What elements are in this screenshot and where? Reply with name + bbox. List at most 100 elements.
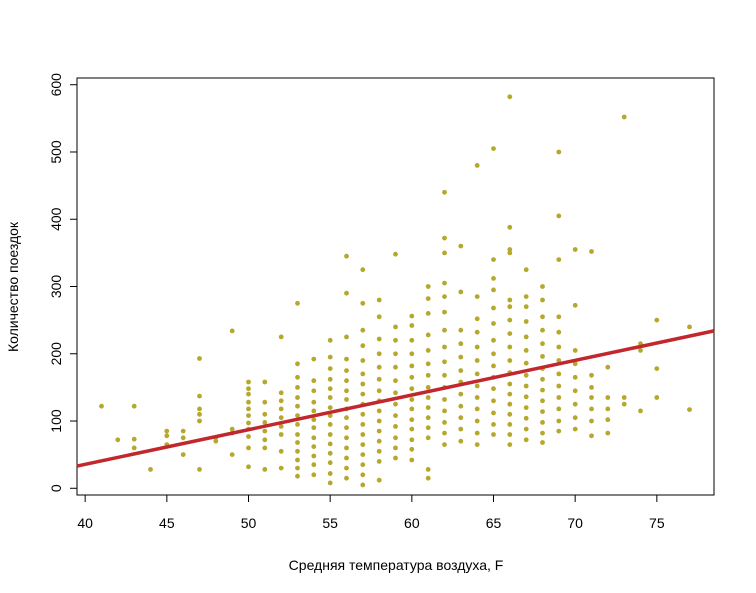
data-point — [540, 354, 545, 359]
data-point — [393, 455, 398, 461]
data-point — [376, 459, 382, 464]
data-point — [474, 383, 480, 389]
data-point — [344, 378, 349, 384]
y-axis: 0 100 200 300 400 500 600 — [48, 73, 77, 492]
data-point — [344, 253, 349, 259]
data-point — [311, 378, 317, 384]
data-point — [458, 368, 464, 373]
data-point — [523, 437, 529, 443]
data-point — [327, 480, 333, 486]
data-point — [491, 305, 496, 311]
data-point — [360, 462, 366, 468]
x-tick-label: 60 — [404, 515, 420, 531]
data-point — [131, 445, 137, 451]
data-point — [376, 376, 382, 382]
data-point — [262, 379, 268, 385]
data-point — [442, 189, 447, 195]
data-point — [523, 415, 529, 421]
data-point — [507, 224, 513, 230]
data-point — [442, 309, 447, 315]
data-point — [556, 329, 562, 335]
regression-line — [76, 329, 715, 468]
points-layer — [99, 94, 692, 488]
data-point — [311, 472, 317, 478]
plot-frame — [76, 77, 715, 496]
data-point — [491, 432, 496, 437]
data-point — [327, 460, 333, 466]
data-point — [295, 403, 300, 409]
data-point — [344, 290, 349, 296]
data-point — [458, 243, 464, 249]
data-point — [327, 432, 333, 437]
data-point — [197, 467, 202, 472]
data-point — [442, 359, 447, 365]
data-point — [523, 360, 529, 366]
data-point — [278, 415, 284, 421]
data-point — [507, 297, 513, 303]
data-point — [540, 376, 545, 382]
data-point — [474, 395, 480, 400]
data-point — [654, 395, 660, 400]
data-point — [491, 351, 496, 357]
data-point — [344, 334, 349, 340]
data-point — [295, 465, 300, 471]
data-point — [409, 446, 415, 452]
data-point — [180, 435, 186, 441]
data-point — [360, 381, 366, 387]
y-tick-label: 200 — [48, 342, 64, 366]
data-point — [474, 371, 480, 377]
data-point — [246, 399, 251, 405]
data-point — [621, 395, 627, 400]
data-point — [393, 364, 398, 370]
data-point — [556, 358, 562, 363]
data-point — [409, 417, 415, 423]
y-axis-label: Количество поездок — [5, 221, 21, 352]
data-point — [572, 415, 578, 421]
data-point — [458, 426, 464, 432]
data-point — [540, 314, 545, 320]
data-point — [409, 323, 415, 328]
data-point — [376, 297, 382, 303]
data-point — [491, 386, 496, 392]
data-point — [327, 337, 333, 343]
data-point — [409, 426, 415, 432]
data-point — [523, 294, 529, 299]
data-point — [246, 445, 251, 451]
data-point — [507, 344, 513, 350]
data-point — [295, 413, 300, 418]
data-point — [654, 366, 660, 371]
data-point — [278, 432, 284, 437]
x-tick-label: 70 — [567, 515, 583, 531]
data-point — [311, 453, 317, 459]
data-point — [442, 235, 447, 241]
data-point — [425, 284, 431, 289]
data-point — [409, 363, 415, 369]
data-point — [458, 438, 464, 444]
data-point — [556, 257, 562, 262]
data-point — [523, 426, 529, 432]
data-point — [327, 450, 333, 456]
data-point — [246, 391, 251, 397]
data-point — [589, 372, 594, 378]
data-point — [572, 348, 578, 353]
data-point — [393, 401, 398, 407]
data-point — [246, 406, 251, 412]
data-point — [556, 418, 562, 424]
data-point — [409, 437, 415, 443]
data-point — [311, 399, 317, 405]
data-point — [197, 356, 202, 361]
data-point — [295, 422, 300, 427]
data-point — [376, 438, 382, 444]
data-point — [589, 406, 594, 412]
data-point — [442, 372, 447, 378]
data-point — [491, 257, 496, 262]
data-point — [638, 348, 643, 353]
data-point — [540, 409, 545, 414]
data-point — [376, 314, 382, 320]
data-point — [442, 420, 447, 425]
data-point — [344, 465, 349, 471]
data-point — [327, 386, 333, 392]
data-point — [589, 249, 594, 254]
data-point — [507, 411, 513, 417]
data-point — [442, 430, 447, 436]
